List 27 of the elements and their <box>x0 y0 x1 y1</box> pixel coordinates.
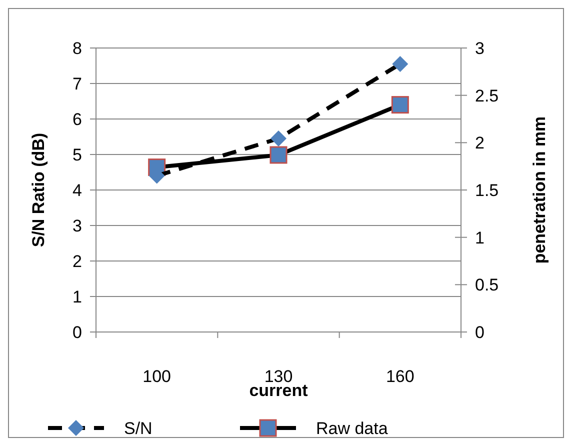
legend-label: S/N <box>124 418 152 438</box>
y2-tick-label: 1 <box>475 228 484 248</box>
y-tick-label: 3 <box>72 216 82 236</box>
y-tick-label: 4 <box>72 180 82 200</box>
x-tick-label: 160 <box>386 366 414 386</box>
y2-tick-label: 2 <box>475 134 484 153</box>
point <box>391 96 409 114</box>
y-tick-label: 8 <box>72 38 82 58</box>
y-tick-label: 6 <box>72 110 82 129</box>
x-tick-label: 130 <box>264 366 293 386</box>
x-tick-label: 100 <box>142 366 172 386</box>
y-tick-label: 1 <box>72 287 82 306</box>
y2-axis-title: penetration in mm <box>530 116 549 264</box>
y-tick-label: 0 <box>72 322 82 342</box>
y-tick-label: 5 <box>72 145 82 164</box>
y2-tick-label: 0.5 <box>475 276 499 295</box>
point <box>392 56 408 72</box>
y2-tick-label: 0 <box>475 322 484 342</box>
y-axis-title: S/N Ratio (dB) <box>28 132 48 248</box>
legend-label: Raw data <box>316 418 388 438</box>
point <box>270 130 286 147</box>
y2-tick-label: 1.5 <box>475 180 499 200</box>
y2-tick-label: 3 <box>475 38 484 58</box>
point <box>270 146 288 164</box>
y-tick-label: 2 <box>72 252 82 271</box>
y2-tick-label: 2.5 <box>475 86 499 106</box>
y-tick-label: 7 <box>72 74 82 94</box>
